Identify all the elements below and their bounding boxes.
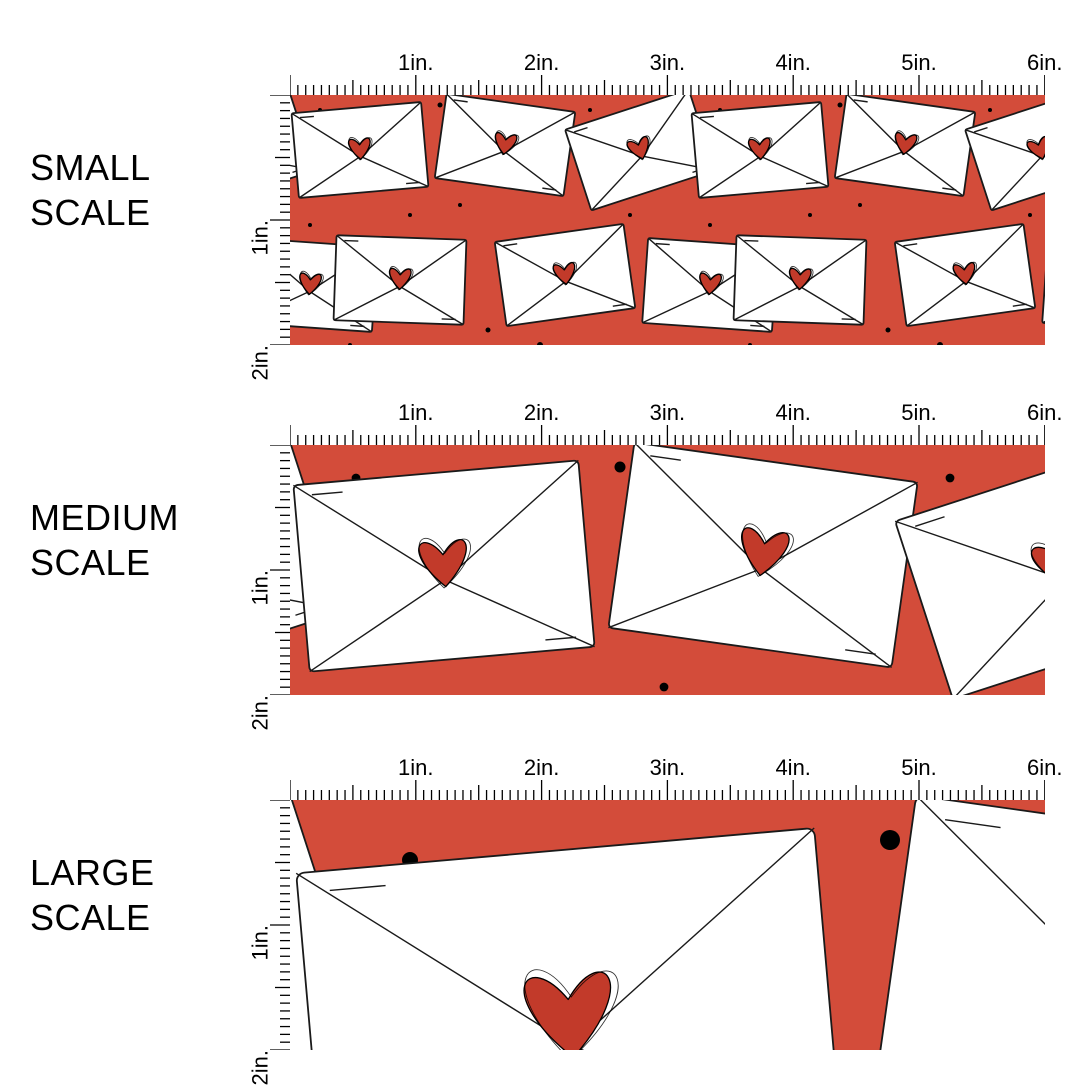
- ruler-x-label: 5in.: [901, 400, 936, 426]
- pattern-swatch: [290, 445, 1045, 695]
- ruler-x-label: 2in.: [524, 400, 559, 426]
- ruler-x-label: 4in.: [775, 400, 810, 426]
- scale-label-line1: LARGE: [30, 850, 155, 895]
- swatch-wrap: 1in.2in.3in.4in.5in.6in.1in.2in.: [290, 800, 1045, 1050]
- ruler-x-label: 3in.: [650, 755, 685, 781]
- ruler-x-label: 4in.: [775, 755, 810, 781]
- ruler-y: 1in.2in.: [245, 800, 290, 1050]
- ruler-x-label: 4in.: [775, 50, 810, 76]
- pattern-swatch: [290, 800, 1045, 1050]
- scale-panel-small: SMALLSCALE1in.2in.3in.4in.5in.6in.1in.2i…: [0, 50, 1080, 345]
- ruler-y-label: 1in.: [247, 925, 273, 960]
- ruler-y-label: 1in.: [247, 220, 273, 255]
- swatch-wrap: 1in.2in.3in.4in.5in.6in.1in.2in.: [290, 445, 1045, 695]
- ruler-x-label: 2in.: [524, 755, 559, 781]
- swatch-wrap: 1in.2in.3in.4in.5in.6in.1in.2in.: [290, 95, 1045, 345]
- scale-label-line2: SCALE: [30, 895, 155, 940]
- scale-label: MEDIUMSCALE: [30, 495, 179, 585]
- ruler-x-label: 6in.: [1027, 400, 1062, 426]
- ruler-x: 1in.2in.3in.4in.5in.6in.: [290, 50, 1045, 95]
- ruler-x-label: 1in.: [398, 400, 433, 426]
- ruler-x-label: 1in.: [398, 755, 433, 781]
- ruler-x: 1in.2in.3in.4in.5in.6in.: [290, 755, 1045, 800]
- scale-label: LARGESCALE: [30, 850, 155, 940]
- ruler-x-label: 3in.: [650, 50, 685, 76]
- pattern-swatch: [290, 95, 1045, 345]
- ruler-x-label: 2in.: [524, 50, 559, 76]
- ruler-y-label: 1in.: [247, 570, 273, 605]
- ruler-y-label: 2in.: [247, 695, 273, 730]
- scale-label-line1: MEDIUM: [30, 495, 179, 540]
- scale-label: SMALLSCALE: [30, 145, 151, 235]
- ruler-y-label: 2in.: [247, 345, 273, 380]
- scale-label-line2: SCALE: [30, 540, 179, 585]
- scale-label-line1: SMALL: [30, 145, 151, 190]
- ruler-x-label: 6in.: [1027, 755, 1062, 781]
- ruler-x: 1in.2in.3in.4in.5in.6in.: [290, 400, 1045, 445]
- scale-panel-large: LARGESCALE1in.2in.3in.4in.5in.6in.1in.2i…: [0, 755, 1080, 1050]
- scale-label-line2: SCALE: [30, 190, 151, 235]
- ruler-y: 1in.2in.: [245, 445, 290, 695]
- ruler-x-label: 1in.: [398, 50, 433, 76]
- ruler-x-label: 5in.: [901, 755, 936, 781]
- ruler-x-label: 3in.: [650, 400, 685, 426]
- ruler-x-label: 5in.: [901, 50, 936, 76]
- scale-panel-medium: MEDIUMSCALE1in.2in.3in.4in.5in.6in.1in.2…: [0, 400, 1080, 695]
- ruler-y: 1in.2in.: [245, 95, 290, 345]
- ruler-x-label: 6in.: [1027, 50, 1062, 76]
